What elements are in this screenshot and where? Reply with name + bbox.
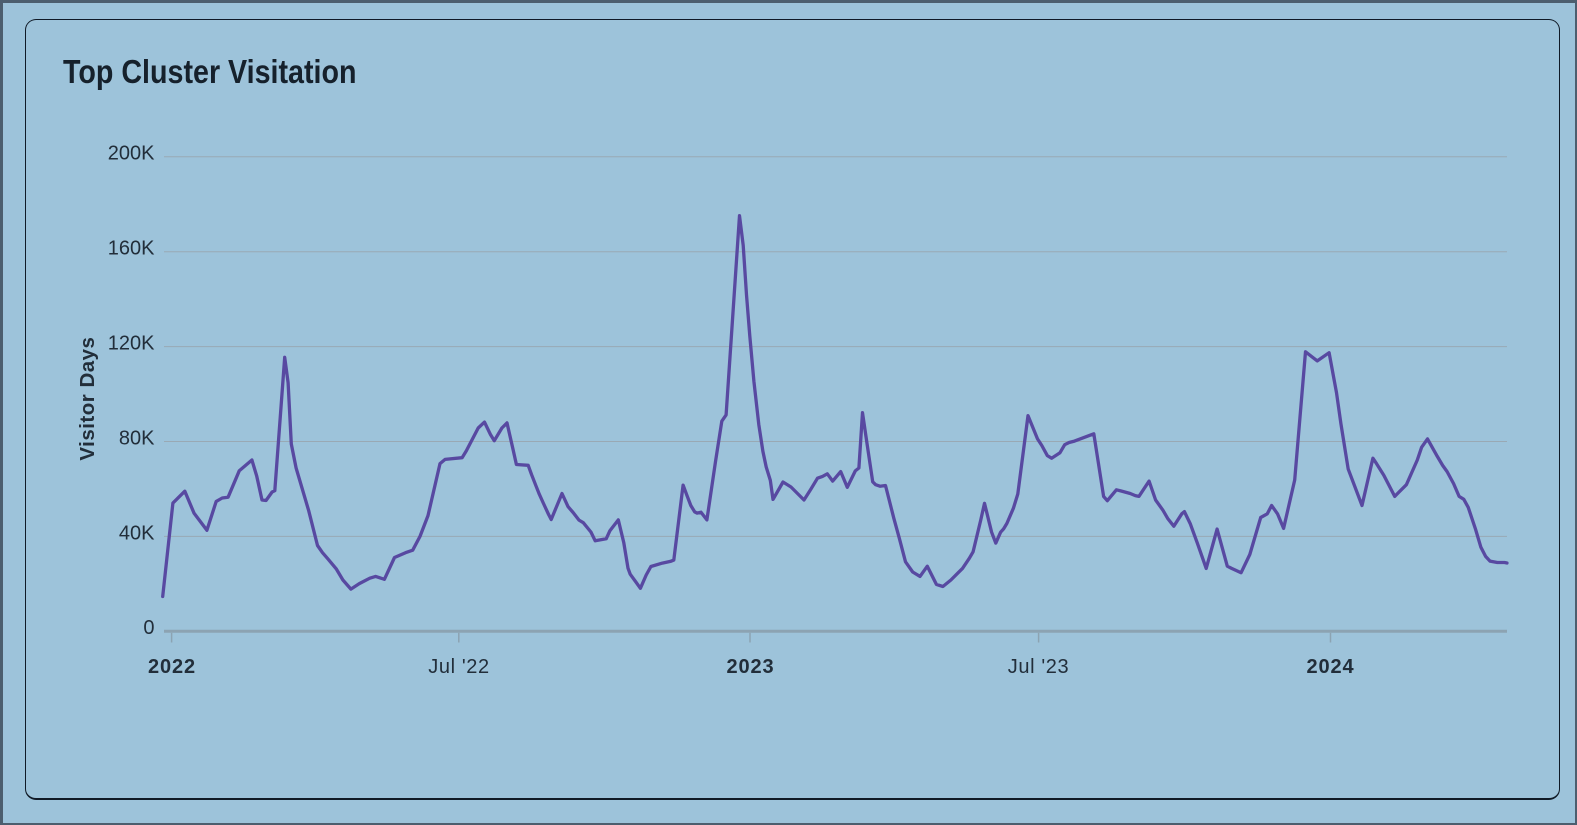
svg-text:Jul '23: Jul '23: [1008, 656, 1069, 678]
svg-text:40K: 40K: [119, 522, 155, 544]
svg-text:Visitor Days: Visitor Days: [76, 337, 99, 461]
svg-text:0: 0: [143, 617, 154, 639]
svg-text:120K: 120K: [108, 333, 155, 355]
svg-text:2024: 2024: [1306, 656, 1354, 678]
svg-text:2023: 2023: [726, 656, 774, 678]
svg-text:2022: 2022: [148, 656, 196, 678]
svg-text:Jul '22: Jul '22: [428, 656, 489, 678]
svg-text:200K: 200K: [108, 143, 155, 165]
svg-text:80K: 80K: [119, 427, 155, 449]
svg-text:160K: 160K: [108, 238, 155, 260]
